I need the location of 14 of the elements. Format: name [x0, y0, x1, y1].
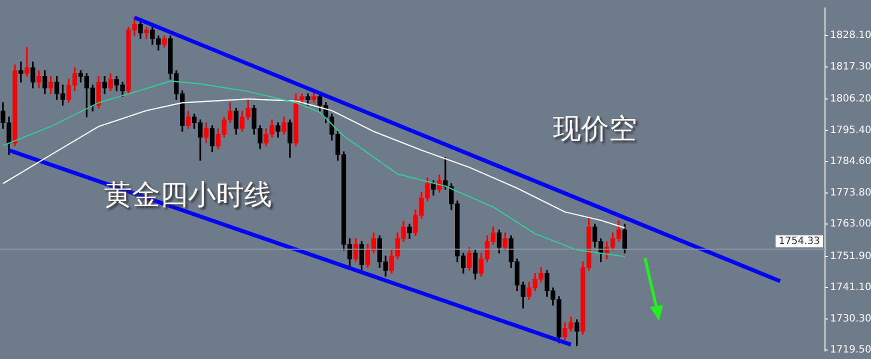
y-tick-label: 1784.60 [830, 156, 871, 168]
y-tick-label: 1795.40 [830, 124, 871, 136]
y-tick-label: 1719.50 [830, 344, 871, 356]
y-tick-label: 1806.20 [830, 94, 871, 105]
y-tick-label: 1751.90 [830, 250, 871, 262]
y-tick-label: 1741.10 [830, 282, 871, 294]
annotation: 现价空 [553, 112, 637, 146]
candlestick [18, 62, 24, 82]
y-tick-label: 1817.30 [830, 61, 871, 72]
y-tick-label: 1730.30 [830, 313, 871, 324]
y-tick-label: 1773.80 [830, 187, 871, 198]
ref-line-label: 1754.33 [778, 236, 820, 247]
y-tick-label: 1828.10 [830, 30, 871, 42]
y-tick-label: 1763.00 [830, 218, 871, 230]
